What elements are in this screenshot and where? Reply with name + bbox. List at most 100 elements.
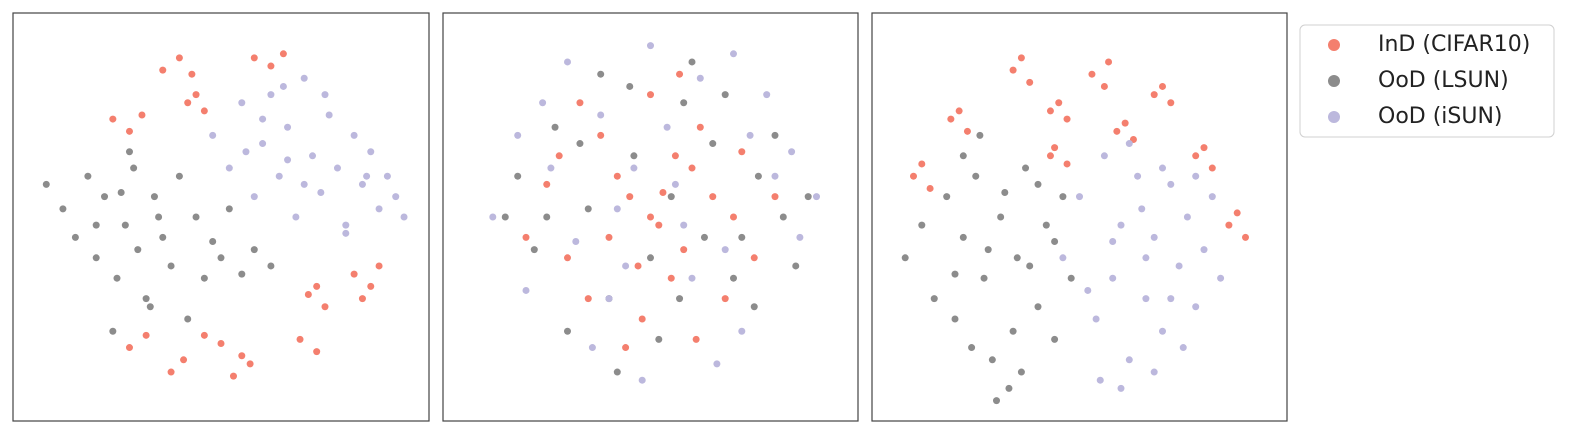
point (918, 160, 926, 168)
legend-label: OoD (iSUN) (1378, 104, 1503, 129)
point (113, 274, 121, 282)
point (363, 172, 371, 180)
point (1067, 274, 1075, 282)
point (951, 315, 959, 323)
point (750, 254, 758, 262)
point (300, 74, 308, 82)
point (709, 193, 717, 201)
point (1159, 82, 1166, 90)
point (572, 237, 580, 245)
point (300, 180, 308, 188)
panel-frame (12, 12, 430, 422)
point (551, 123, 559, 131)
point (576, 140, 584, 148)
point (647, 42, 654, 50)
point (259, 115, 267, 123)
point (671, 152, 679, 160)
point (1034, 303, 1042, 311)
point (59, 205, 67, 213)
legend-marker (1328, 111, 1340, 123)
point (1225, 221, 1233, 229)
point (584, 205, 592, 213)
point (1017, 54, 1025, 62)
point (688, 164, 696, 172)
point (1192, 172, 1200, 180)
point (804, 193, 812, 201)
point (1100, 82, 1108, 90)
point (963, 127, 971, 135)
point (109, 327, 117, 335)
point (1121, 119, 1129, 127)
point (229, 372, 237, 380)
point (1051, 237, 1059, 245)
point (209, 131, 217, 139)
point (959, 152, 967, 160)
panel-frame (442, 12, 859, 422)
panel-frame (871, 12, 1288, 422)
point (1046, 107, 1054, 115)
point (663, 123, 671, 131)
point (1150, 91, 1158, 99)
point (713, 360, 721, 368)
point (972, 172, 980, 180)
point (634, 262, 642, 270)
point (947, 115, 955, 123)
point (796, 233, 804, 241)
point (738, 148, 746, 156)
point (159, 66, 167, 74)
point (180, 356, 188, 364)
point (121, 221, 129, 229)
point (1117, 221, 1125, 229)
point (175, 54, 183, 62)
point (605, 233, 613, 241)
point (1009, 66, 1017, 74)
point (259, 140, 267, 148)
point (325, 111, 333, 119)
point (1084, 286, 1092, 294)
point (383, 172, 391, 180)
point (1109, 237, 1117, 245)
point (1183, 213, 1191, 221)
point (367, 282, 375, 290)
point (926, 184, 934, 192)
point (200, 331, 208, 339)
point (1042, 221, 1050, 229)
point (1013, 254, 1021, 262)
point (333, 164, 341, 172)
point (943, 193, 951, 201)
point (676, 295, 684, 303)
point (1192, 152, 1200, 160)
point (375, 262, 383, 270)
point (1159, 164, 1166, 172)
point (142, 331, 150, 339)
point (771, 172, 779, 180)
point (125, 148, 133, 156)
point (217, 339, 225, 347)
point (200, 274, 208, 282)
point (1051, 144, 1059, 152)
point (951, 270, 959, 278)
point (321, 91, 329, 99)
point (564, 327, 571, 335)
point (763, 91, 771, 99)
point (700, 233, 708, 241)
point (400, 213, 408, 221)
point (267, 262, 275, 270)
point (367, 148, 375, 156)
point (788, 148, 796, 156)
point (375, 205, 383, 213)
point (313, 348, 321, 356)
point (638, 376, 646, 384)
point (309, 152, 317, 160)
point (667, 274, 675, 282)
point (1017, 368, 1025, 376)
point (250, 193, 258, 201)
point (993, 397, 1000, 405)
point (918, 221, 926, 229)
point (1217, 274, 1225, 282)
point (688, 58, 696, 66)
point (1088, 70, 1096, 78)
point (1150, 233, 1158, 241)
point (730, 213, 737, 221)
point (125, 127, 133, 135)
